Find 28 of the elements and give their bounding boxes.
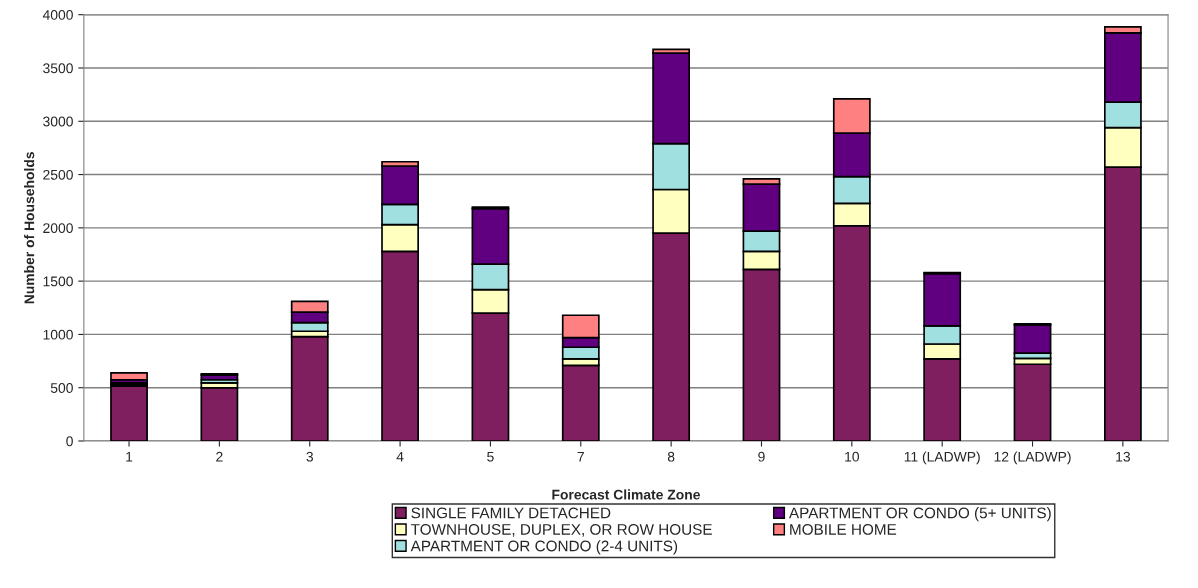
x-tick-label: 1 bbox=[126, 451, 133, 462]
y-tick-label: 1500 bbox=[43, 276, 73, 287]
y-tick-label: 3000 bbox=[43, 116, 73, 127]
y-tick-label: 4000 bbox=[42, 10, 73, 20]
y-tick-label: 3500 bbox=[43, 63, 73, 74]
x-tick-label: 5 bbox=[487, 451, 494, 462]
x-tick-label: 13 bbox=[1116, 451, 1130, 462]
x-tick-label: 8 bbox=[667, 451, 675, 462]
x-tick-label: 9 bbox=[758, 451, 765, 462]
legend-label: MOBILE HOME bbox=[790, 524, 897, 535]
x-tick-label: 2 bbox=[216, 451, 223, 462]
y-tick-label: 1000 bbox=[43, 329, 73, 340]
y-tick-label: 500 bbox=[50, 383, 73, 393]
x-tick-label: 12 (LADWP) bbox=[994, 451, 1071, 465]
legend-label: APARTMENT OR CONDO (5+ UNITS) bbox=[788, 507, 1051, 522]
x-tick-label: 11 (LADWP) bbox=[904, 451, 980, 465]
y-tick-label: 0 bbox=[66, 436, 73, 447]
x-tick-label: 4 bbox=[396, 451, 404, 462]
x-tick-label: 10 bbox=[845, 451, 860, 462]
y-tick-label: 2000 bbox=[43, 223, 73, 234]
x-axis-title: Forecast Climate Zone bbox=[552, 489, 700, 500]
legend-label: TOWNHOUSE, DUPLEX, OR ROW HOUSE bbox=[410, 524, 712, 537]
y-tick-label: 2500 bbox=[43, 169, 73, 180]
x-tick-label: 7 bbox=[577, 451, 584, 462]
x-tick-label: 3 bbox=[306, 451, 313, 462]
legend-label: APARTMENT OR CONDO (2-4 UNITS) bbox=[410, 540, 678, 555]
legend-label: SINGLE FAMILY DETACHED bbox=[411, 507, 611, 519]
y-axis-title: Number of Households bbox=[24, 152, 35, 304]
